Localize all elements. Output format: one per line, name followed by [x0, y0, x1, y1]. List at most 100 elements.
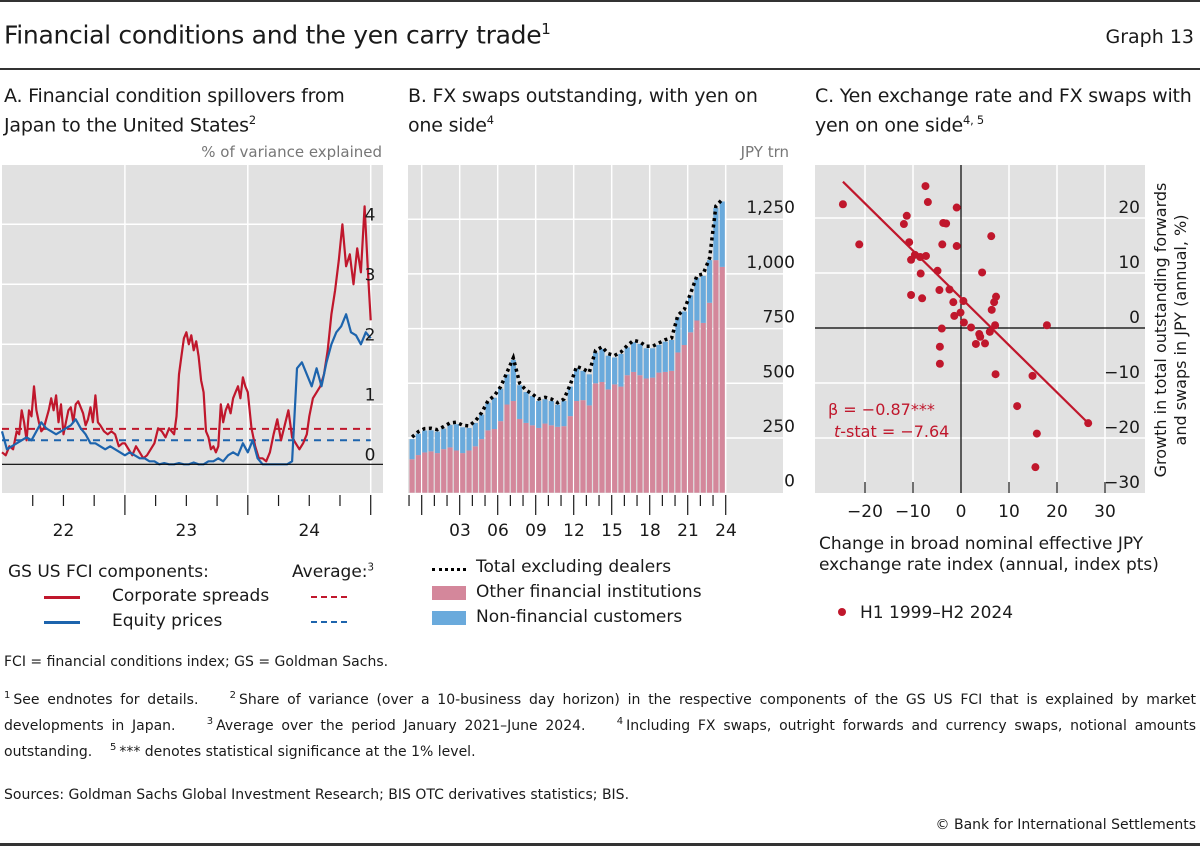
panel-b-bar-other-financial: [428, 451, 434, 493]
panel-b-bar-other-financial: [580, 400, 586, 493]
panel-c-scatter-point: [838, 200, 847, 209]
panel-c-scatter-point: [971, 339, 980, 348]
panel-c-scatter-point: [952, 203, 961, 212]
panel-c-legend: H1 1999–H2 2024: [838, 603, 1013, 623]
footer-notes: 1 See endnotes for details. 2 Share of var…: [4, 685, 1196, 763]
panel-b-bar-other-financial: [479, 439, 485, 493]
panel-b-bar-other-financial: [422, 452, 428, 493]
panel-b-bar-non-financial: [599, 348, 605, 382]
panel-c-scatter-point: [952, 242, 961, 251]
panel-b-bar-non-financial: [529, 395, 535, 426]
panel-b-bar-non-financial: [428, 430, 434, 452]
panel-c-scatter-point: [967, 323, 976, 332]
panel-b-bar-other-financial: [700, 322, 706, 493]
panel-c-scatter-point: [935, 359, 944, 368]
panel-b-bar-non-financial: [447, 424, 453, 448]
panel-b-ytick-label: 1,000: [746, 253, 795, 273]
panel-c-ytick-label: −30: [1104, 473, 1140, 493]
panel-b-ytick-label: 750: [763, 308, 795, 328]
panel-c-scatter-point: [959, 318, 968, 327]
panel-c-ylabel-line2: and swaps in JPY (annual, %): [1171, 215, 1190, 446]
panel-c-scatter-point: [981, 339, 989, 348]
panel-c-xtick-label: −20: [847, 502, 883, 522]
panel-b-bar-other-financial: [504, 404, 510, 493]
panel-b-bar-other-financial: [498, 421, 504, 493]
panel-b-xtick-label: 06: [487, 521, 509, 541]
panel-b-bar-other-financial: [485, 430, 491, 493]
panel-c-scatter-point: [949, 298, 958, 307]
panel-c-tstat-annotation: t-stat = −7.64: [834, 422, 949, 441]
footer-copyright: © Bank for International Settlements: [935, 817, 1196, 833]
panel-c-scatter-point: [935, 342, 944, 351]
panel-c-scatter-point: [976, 332, 985, 341]
panel-c-scatter-point: [907, 291, 916, 299]
panel-b-bar-other-financial: [643, 378, 649, 493]
footnote-2-text: Share of variance (over a 10-business da…: [4, 692, 1196, 734]
tstat-italic: t: [834, 422, 841, 441]
panel-b-bar-non-financial: [491, 397, 497, 430]
footnote-1-number: 1: [4, 690, 11, 701]
panel-c-scatter-point: [945, 285, 954, 294]
panel-b-bar-other-financial: [466, 450, 472, 493]
panel-b-ytick-label: 500: [763, 362, 795, 382]
panel-b-footnote-ref: 4: [486, 113, 494, 127]
panel-c-xtick-label: 10: [998, 502, 1020, 522]
panel-b-bar-other-financial: [510, 401, 516, 493]
panel-b-bar-other-financial: [472, 446, 478, 493]
panel-b-bar-non-financial: [700, 275, 706, 323]
panel-b-bar-other-financial: [694, 320, 700, 493]
panel-c-ytick-label: −20: [1104, 418, 1140, 438]
panel-c-scatter-point: [1042, 321, 1051, 330]
legend-average-text: Average:: [292, 562, 368, 582]
legend-swatch-equity-prices: [44, 621, 80, 624]
panel-b-bar-non-financial: [624, 347, 630, 376]
legend-label-period: H1 1999–H2 2024: [860, 603, 1014, 623]
panel-b-bar-other-financial: [441, 449, 447, 493]
panel-c-scatter-point: [942, 219, 951, 228]
panel-b-xtick-label: 09: [525, 521, 547, 541]
panel-a-series-line: [1, 205, 372, 463]
panel-b-bar-other-financial: [593, 383, 599, 493]
panel-c-xtick-label: 0: [956, 502, 967, 522]
panel-b-bar-other-financial: [415, 455, 421, 493]
panel-b-bar-non-financial: [466, 427, 472, 451]
panel-c-scatter-point: [987, 305, 996, 314]
panel-c-scatter-point: [921, 182, 930, 191]
panel-b-bar-non-financial: [631, 342, 637, 372]
panel-b-bar-non-financial: [415, 433, 421, 456]
panel-b-bar-non-financial: [536, 401, 542, 428]
panel-b-bar-other-financial: [447, 447, 453, 493]
panel-a-title-text: A. Financial condition spillovers from J…: [4, 85, 345, 137]
bottom-rule: [0, 843, 1200, 846]
tstat-rest: -stat = −7.64: [840, 422, 949, 441]
panel-b-bar-non-financial: [719, 201, 725, 267]
panel-b-bar-non-financial: [472, 422, 478, 447]
panel-b-bar-other-financial: [542, 423, 548, 493]
panel-b-bar-other-financial: [586, 405, 592, 493]
panel-c-scatter-point: [921, 251, 930, 260]
footer-abbreviations: FCI = financial conditions index; GS = G…: [4, 654, 389, 670]
panel-c-scatter-point: [907, 255, 916, 264]
panel-c-xtick-label: 30: [1094, 502, 1116, 522]
panel-a-unit: % of variance explained: [201, 143, 382, 161]
panel-b-bar-other-financial: [681, 345, 687, 493]
panel-b-bar-non-financial: [567, 386, 573, 417]
panel-b-bar-other-financial: [548, 425, 554, 493]
panel-a-ytick-label: 2: [365, 325, 376, 345]
panel-b-bar-other-financial: [669, 370, 675, 493]
panel-c-scatter-point: [987, 232, 996, 241]
panel-b-bar-other-financial: [460, 453, 466, 493]
legend-swatch-non-financial: [432, 611, 466, 625]
panel-b-bar-non-financial: [713, 208, 719, 261]
panel-a-ytick-label: 4: [365, 205, 376, 225]
panel-b-bar-other-financial: [517, 418, 523, 493]
panel-b-bar-non-financial: [580, 370, 586, 401]
panel-b-bar-other-financial: [713, 260, 719, 493]
panel-b-bar-non-financial: [479, 414, 485, 440]
panel-b-bar-other-financial: [618, 386, 624, 493]
panel-b-bar-non-financial: [409, 439, 415, 460]
top-rule: [0, 0, 1200, 2]
panel-b-bar-non-financial: [669, 339, 675, 371]
panel-b-bar-other-financial: [612, 384, 618, 493]
footnote-5-number: 5: [109, 742, 117, 753]
